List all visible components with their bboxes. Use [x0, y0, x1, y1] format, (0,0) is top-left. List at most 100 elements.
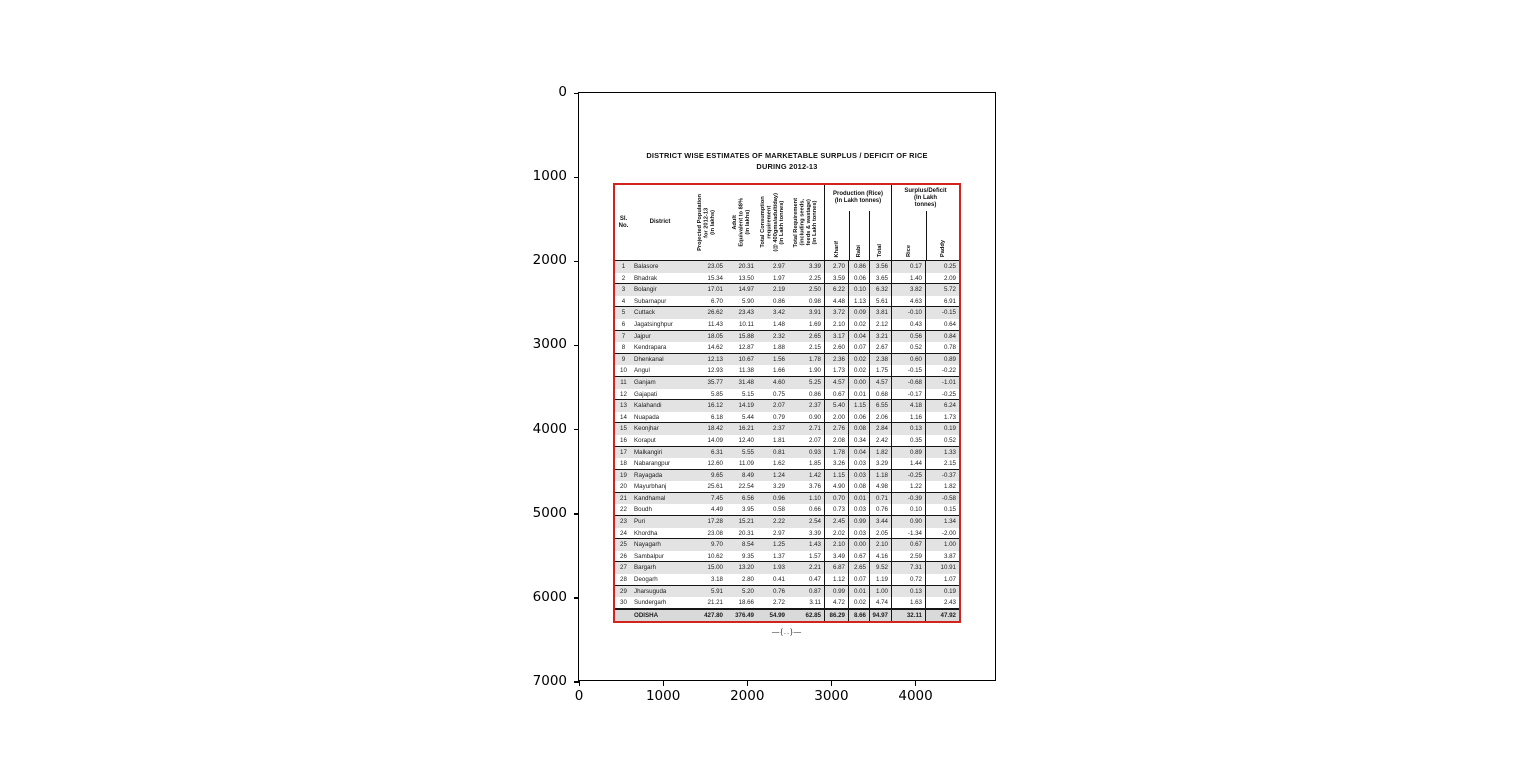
table-cell: 2.32	[772, 332, 785, 340]
table-row: 25 Nayagarh 9.70 8.54 1.25 1.43 2.10 0.00 2.10 0.…	[615, 539, 959, 551]
table-cell: 2.38	[869, 353, 891, 366]
table-cell: -0.15	[925, 307, 959, 319]
table-cell: 13.20	[738, 564, 754, 572]
document-title-line2: DURING 2012-13	[756, 162, 818, 171]
table-cell: Kandhamal	[634, 494, 666, 502]
table-cell: 27	[620, 564, 627, 572]
table-cell: 0.76	[869, 504, 891, 516]
table-row: 1 Balasore 23.05 20.31 2.97 3.39 2.70 0.86 3.56 0…	[615, 261, 959, 273]
table-cell: 32.11	[891, 609, 925, 621]
table-cell: 5.25	[808, 378, 821, 386]
table-cell: 0.13	[891, 423, 925, 435]
table-cell: 3.29	[772, 483, 785, 491]
table-cell: 3.56	[869, 261, 891, 273]
table-cell: 3.42	[772, 309, 785, 317]
table-cell: 0.07	[848, 574, 869, 585]
table-cell: 12.93	[707, 367, 723, 375]
table-cell: 0.78	[925, 342, 959, 353]
table-cell: 2.08	[824, 434, 848, 446]
table-cell: 23	[620, 518, 627, 526]
table-cell: 12.40	[738, 436, 754, 444]
header-rabi: Rabi	[848, 211, 870, 260]
table-cell: 2.45	[824, 516, 848, 528]
table-cell: 0.89	[891, 446, 925, 459]
table-cell: 3.59	[824, 272, 848, 284]
table-cell: -0.58	[925, 492, 959, 505]
table-cell: -0.37	[925, 469, 959, 482]
table-cell: 0.96	[772, 494, 785, 502]
table-cell: 7	[621, 332, 626, 340]
table-cell: 94.97	[869, 609, 891, 621]
table-cell: 54.99	[769, 611, 785, 619]
table-cell: 0.19	[925, 423, 959, 435]
y-tick	[574, 344, 579, 347]
table-cell: 2.65	[848, 562, 869, 575]
table-cell: 6.87	[824, 562, 848, 575]
table-cell: 1.73	[824, 365, 848, 376]
table-row: 10 Angul 12.93 11.38 1.66 1.90 1.73 0.02 1.75 -0.…	[615, 365, 959, 377]
table-cell: 3.91	[808, 309, 821, 317]
table-cell: 2.06	[869, 411, 891, 423]
table-cell: 16.21	[738, 425, 754, 433]
table-cell: 8.49	[741, 471, 754, 479]
table-cell: 3.21	[869, 330, 891, 343]
table-cell: -0.68	[891, 376, 925, 389]
table-cell: 0.02	[848, 597, 869, 608]
table-cell: 0.34	[848, 434, 869, 446]
header-paddy: Paddy	[925, 211, 960, 260]
table-cell: Balasore	[634, 263, 659, 270]
table-cell: 86.29	[824, 609, 848, 621]
table-cell: 3.29	[869, 458, 891, 469]
table-row: 28 Deogarh 3.18 2.80 0.41 0.47 1.12 0.07 1.19 0.7…	[615, 574, 959, 586]
table-cell: 5.85	[710, 390, 723, 398]
table-cell: 2.10	[824, 539, 848, 551]
table-cell: 0.90	[808, 413, 821, 421]
table-cell: 3.76	[808, 483, 821, 491]
table-cell: Kendrapara	[634, 344, 667, 352]
table-cell: Cuttack	[634, 309, 655, 317]
table-cell: 1.81	[772, 436, 785, 444]
table-cell: 3.82	[891, 284, 925, 296]
table-cell: Deogarh	[634, 576, 658, 584]
table-cell: 18.05	[707, 332, 723, 340]
table-cell: 0.00	[848, 376, 869, 389]
table-cell: Nuapada	[634, 413, 660, 421]
table-cell: 0.66	[808, 506, 821, 514]
table-row: 19 Rayagada 9.65 8.49 1.24 1.42 1.15 0.03 1.18 -0…	[615, 469, 959, 482]
table-cell: -0.15	[891, 365, 925, 376]
table-cell: 14.62	[707, 344, 723, 352]
table-cell: 2.54	[808, 518, 821, 526]
table-cell: 12.13	[707, 355, 723, 363]
table-cell: 26.62	[707, 309, 723, 317]
table-cell: 0.08	[848, 423, 869, 435]
table-cell: Khordha	[634, 529, 658, 537]
table-cell: 2.15	[925, 458, 959, 469]
header-surplus-group: Surplus/Deficit (In Lakh tonnes) Rice Pa…	[891, 185, 959, 260]
table-cell: -0.22	[925, 365, 959, 376]
table-cell: 11.38	[738, 367, 754, 375]
table-cell: 1.73	[925, 411, 959, 423]
table-cell: 2.10	[824, 318, 848, 330]
table-cell: 4.49	[710, 506, 723, 514]
table-cell: 1.34	[925, 516, 959, 528]
table-cell: 1.10	[808, 494, 821, 502]
table-cell: 8.66	[848, 609, 869, 621]
table-cell: 0.67	[848, 550, 869, 562]
table-row: 11 Ganjam 35.77 31.48 4.60 5.25 4.57 0.00 4.57 -0…	[615, 376, 959, 389]
table-cell: Bolangir	[634, 286, 657, 294]
table-cell: 0.71	[869, 492, 891, 505]
table-row: 27 Bargarh 15.00 13.20 1.93 2.21 6.87 2.65 9.52 7…	[615, 562, 959, 575]
table-cell: 0.04	[848, 446, 869, 459]
table-row: 20 Mayurbhanj 25.61 22.54 3.29 3.76 4.90 0.08 4.…	[615, 481, 959, 493]
y-tick-label: 6000	[532, 589, 567, 606]
table-cell: 1.16	[891, 411, 925, 423]
table-cell: 2.07	[808, 436, 821, 444]
table-row: 9 Dhenkanal 12.13 10.67 1.56 1.78 2.36 0.02 2.38…	[615, 353, 959, 366]
table-cell: 12	[620, 390, 627, 398]
y-tick	[574, 429, 579, 431]
table-cell: 4.57	[869, 376, 891, 389]
table-cell: 1.75	[869, 365, 891, 376]
x-tick-label: 3000	[814, 688, 849, 704]
table-cell: Bhadrak	[634, 274, 658, 282]
table-cell: Bargarh	[634, 564, 657, 572]
